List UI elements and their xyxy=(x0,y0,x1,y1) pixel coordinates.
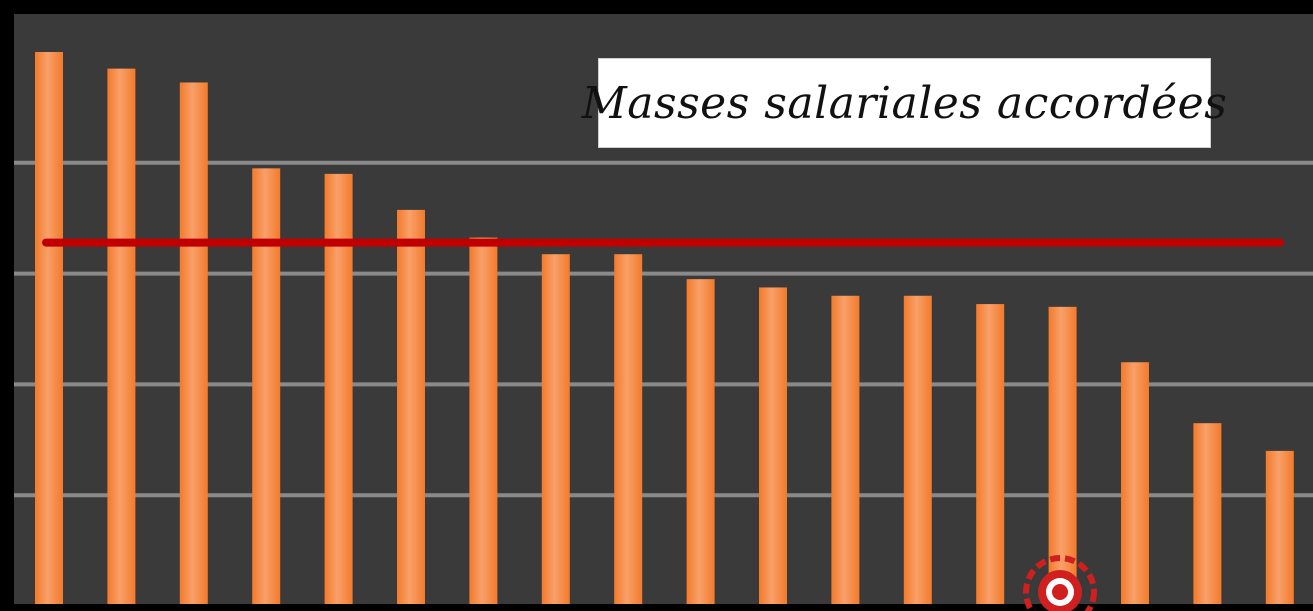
bar xyxy=(831,295,860,606)
bar xyxy=(179,82,208,607)
bar xyxy=(976,304,1005,606)
bar xyxy=(469,237,498,606)
bar xyxy=(35,52,63,606)
chart-title-box: Masses salariales accordées xyxy=(582,58,1227,148)
bar xyxy=(252,168,281,606)
chart-title: Masses salariales accordées xyxy=(581,77,1228,129)
bar xyxy=(1121,362,1149,606)
bar xyxy=(1193,423,1222,606)
team-logo-icon xyxy=(1023,555,1097,611)
bar xyxy=(397,209,425,606)
bar xyxy=(1265,450,1294,606)
bar xyxy=(107,68,136,607)
bar xyxy=(614,254,643,606)
bar xyxy=(686,279,715,606)
bar xyxy=(541,254,570,606)
bar xyxy=(759,287,787,606)
bar xyxy=(903,295,932,606)
